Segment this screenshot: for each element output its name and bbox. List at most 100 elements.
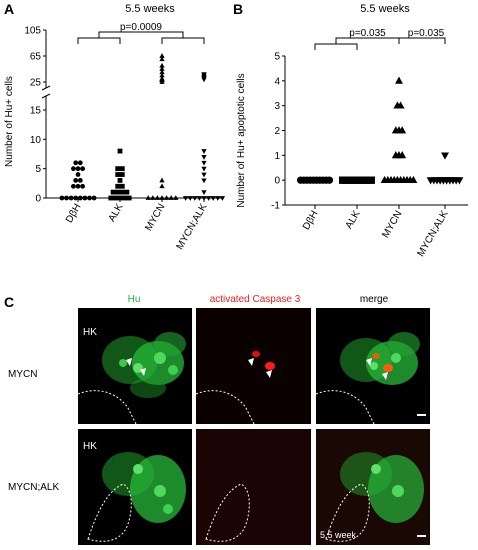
panel-letter-c: C xyxy=(4,294,15,310)
data-point xyxy=(395,76,403,84)
time-stamp: 5.5 week xyxy=(320,530,357,540)
data-point xyxy=(113,195,118,201)
data-point xyxy=(201,178,207,184)
data-point xyxy=(77,178,83,183)
column-label-caspase3: activated Caspase 3 xyxy=(209,294,301,305)
x-tick-label: MYCN;ALK xyxy=(416,209,451,259)
data-point xyxy=(159,62,165,68)
data-point xyxy=(87,195,92,201)
data-point xyxy=(82,195,88,201)
data-point xyxy=(159,183,165,189)
y-tick-label: -1 xyxy=(271,201,280,212)
y-tick-label: 5 xyxy=(274,52,280,63)
data-point xyxy=(201,160,207,166)
y-tick-label: 10 xyxy=(30,135,42,146)
x-tick-label: ALK xyxy=(107,202,126,224)
data-point xyxy=(75,172,81,177)
data-point xyxy=(441,152,449,160)
data-point xyxy=(145,195,151,200)
panel-letter-a: A xyxy=(4,1,15,17)
data-point xyxy=(201,72,207,78)
data-point xyxy=(398,126,407,134)
data-point xyxy=(124,189,130,195)
micrograph-caspase3-mycn-alk xyxy=(196,429,311,545)
row-label-mycn: MYCN xyxy=(8,369,38,380)
x-tick-label: DβH xyxy=(301,209,321,232)
y-tick-label: 4 xyxy=(274,76,280,87)
data-point xyxy=(115,172,121,177)
chart-a-plot: 0 5 10 15 25 65 105 Number of Hu+ cells DβH ALK MY… xyxy=(4,22,226,252)
data-point xyxy=(196,196,203,201)
micrograph-hu-mycn-alk: HK xyxy=(78,429,192,545)
micrograph-merge-mycn xyxy=(316,308,430,424)
chart-a-title: 5.5 weeks xyxy=(125,3,175,15)
data-point xyxy=(91,195,97,201)
y-tick-label: 15 xyxy=(30,106,42,117)
data-point xyxy=(215,196,221,201)
data-point xyxy=(64,195,69,201)
data-point xyxy=(159,56,165,62)
chart-b: -1 0 1 2 3 4 5 Number of Hu+ apoptotic cells DβH… xyxy=(236,28,468,259)
micrograph-merge-mycn-alk: 5.5 week xyxy=(316,429,430,545)
y-tick-label: 3 xyxy=(274,101,280,112)
y-tick-label: 0 xyxy=(35,194,41,205)
chart-b-title: 5.5 weeks xyxy=(360,3,410,15)
bracket-top xyxy=(98,31,184,38)
x-tick-label: MYCN xyxy=(380,209,404,240)
data-point xyxy=(75,166,81,172)
data-point xyxy=(159,72,165,78)
data-point xyxy=(71,166,76,172)
y-tick-label: 5 xyxy=(35,164,41,175)
data-point xyxy=(159,53,165,58)
chart-b-plot: -1 0 1 2 3 4 5 Number of Hu+ apoptotic cells DβH… xyxy=(236,28,468,259)
data-point xyxy=(115,166,121,172)
data-point xyxy=(119,172,125,177)
data-point xyxy=(205,196,212,201)
region-label-hk: HK xyxy=(83,327,97,338)
scale-bar xyxy=(417,414,426,416)
data-point xyxy=(159,195,165,200)
column-label-hu: Hu xyxy=(127,294,141,305)
p-value-label-2: p=0.035 xyxy=(408,28,445,39)
data-point xyxy=(201,190,207,196)
data-point xyxy=(77,195,83,201)
data-point xyxy=(108,195,114,201)
axis-break-mark xyxy=(41,85,51,91)
data-point xyxy=(367,176,375,184)
data-point xyxy=(154,195,161,200)
y-tick-label: 25 xyxy=(30,78,42,89)
column-label-merge: merge xyxy=(359,294,389,305)
micrograph-caspase3-mycn xyxy=(196,308,311,424)
scale-bar-2 xyxy=(417,535,426,537)
data-point xyxy=(80,166,85,172)
y-axis-label: Number of Hu+ apoptotic cells xyxy=(236,73,247,207)
x-tick-label: ALK xyxy=(344,209,363,231)
y-tick-label: 2 xyxy=(274,126,280,137)
data-point xyxy=(201,155,207,160)
bracket-left xyxy=(77,37,121,44)
data-point xyxy=(325,176,333,184)
data-point xyxy=(187,196,193,201)
data-point xyxy=(119,189,125,195)
data-point xyxy=(122,195,127,201)
bracket-top-2 xyxy=(398,37,446,44)
data-point xyxy=(117,148,123,154)
data-point xyxy=(398,151,407,159)
p-value-label-1: p=0.035 xyxy=(349,28,386,39)
data-point xyxy=(110,189,116,195)
data-point xyxy=(119,183,125,189)
data-point xyxy=(115,183,121,189)
data-point xyxy=(192,196,198,201)
data-point xyxy=(75,183,81,189)
data-point xyxy=(219,196,226,201)
data-point xyxy=(455,177,464,185)
data-point xyxy=(173,195,179,200)
data-point xyxy=(210,196,216,201)
region-label-hk-2: HK xyxy=(83,441,97,452)
data-point xyxy=(73,195,79,201)
data-point xyxy=(159,66,165,71)
y-tick-label: 105 xyxy=(24,26,41,37)
data-point xyxy=(445,177,454,185)
data-point xyxy=(77,160,83,166)
data-point xyxy=(71,183,76,189)
